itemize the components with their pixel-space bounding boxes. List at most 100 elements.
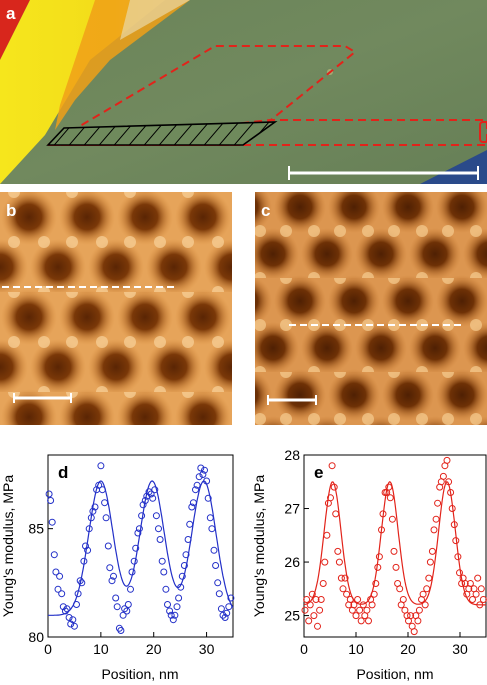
data-point [305, 617, 313, 625]
data-point [328, 462, 336, 470]
data-point [452, 537, 460, 545]
data-point [119, 611, 127, 619]
data-point [219, 611, 227, 619]
data-point [141, 497, 149, 504]
data-point [123, 607, 131, 615]
data-point [379, 510, 387, 518]
data-point [74, 590, 82, 598]
data-point [63, 605, 71, 613]
data-point [138, 512, 146, 520]
y-tick-label: 26 [284, 554, 300, 570]
data-point [70, 622, 78, 630]
data-point [461, 580, 469, 587]
data-point [370, 590, 378, 598]
data-point [102, 514, 110, 522]
data-point [390, 547, 398, 555]
data-point [443, 456, 451, 464]
data-point [359, 601, 367, 609]
data-point [152, 512, 160, 520]
data-point [128, 568, 136, 576]
panel-b: b [0, 192, 232, 425]
data-point [177, 583, 185, 591]
optical-image [0, 0, 487, 184]
data-point [98, 486, 106, 494]
data-point [312, 596, 320, 603]
x-tick-label: 0 [300, 641, 308, 657]
panel-label-d: d [58, 463, 69, 482]
data-point [134, 529, 142, 537]
data-point [132, 544, 140, 552]
data-point [61, 607, 69, 615]
data-point [350, 601, 358, 609]
data-point [386, 494, 394, 502]
plot-frame-e [303, 454, 487, 638]
data-point [215, 590, 223, 598]
data-point [363, 606, 371, 614]
x-tick-label: 20 [400, 641, 416, 657]
panel-label-a: a [6, 4, 16, 23]
x-tick-label: 30 [452, 641, 468, 657]
data-point [188, 503, 196, 511]
data-point [339, 585, 347, 593]
data-point [378, 526, 385, 534]
data-point [69, 616, 77, 624]
data-point [466, 580, 474, 587]
data-point [65, 614, 73, 621]
data-point [113, 603, 121, 611]
data-point [171, 611, 179, 619]
data-point [169, 616, 177, 624]
data-point [192, 486, 199, 494]
data-point [208, 525, 216, 533]
data-point [372, 580, 380, 587]
data-point [139, 501, 147, 509]
data-point [214, 579, 222, 587]
data-point [56, 572, 64, 580]
data-point [84, 546, 92, 554]
y-axis-label-d: Young's modulus, MPa [0, 475, 16, 617]
data-point [186, 520, 194, 528]
data-point [334, 547, 342, 555]
data-point [352, 612, 360, 620]
x-tick-label: 20 [146, 641, 162, 657]
data-point [50, 551, 58, 559]
x-tick-label: 30 [199, 641, 215, 657]
data-point [337, 574, 345, 582]
panel-label-b: b [6, 201, 17, 220]
data-point [356, 606, 364, 614]
data-point [447, 489, 455, 496]
data-point [210, 546, 218, 554]
data-point [173, 603, 181, 611]
scale-bar-a [288, 166, 479, 180]
panel-label-c: c [261, 201, 271, 220]
data-point [319, 580, 327, 587]
data-point [59, 603, 67, 611]
data-point [217, 605, 225, 613]
panel-label-e: e [314, 463, 324, 482]
data-point [45, 490, 53, 498]
data-point [52, 568, 60, 576]
afm-map-c [255, 192, 487, 425]
data-point [212, 562, 220, 569]
data-point [91, 503, 99, 511]
data-point [314, 622, 321, 630]
data-point [392, 563, 400, 571]
x-axis-label-d: Position, nm [101, 666, 178, 682]
orange-flake [55, 0, 190, 130]
data-point [368, 601, 376, 609]
data-point [385, 483, 393, 491]
data-point [301, 606, 309, 614]
afm-map-b [0, 192, 232, 425]
data-point [135, 525, 143, 533]
x-tick-label: 10 [93, 641, 109, 657]
data-point [477, 585, 485, 593]
y-tick-label: 27 [284, 501, 300, 517]
data-point [343, 590, 351, 598]
data-point [450, 521, 458, 529]
data-point [162, 585, 170, 593]
data-point [180, 562, 188, 569]
data-point [432, 515, 440, 523]
data-point [421, 601, 429, 609]
yellow-flake [0, 0, 165, 184]
data-point [428, 547, 436, 555]
data-point [76, 577, 84, 585]
